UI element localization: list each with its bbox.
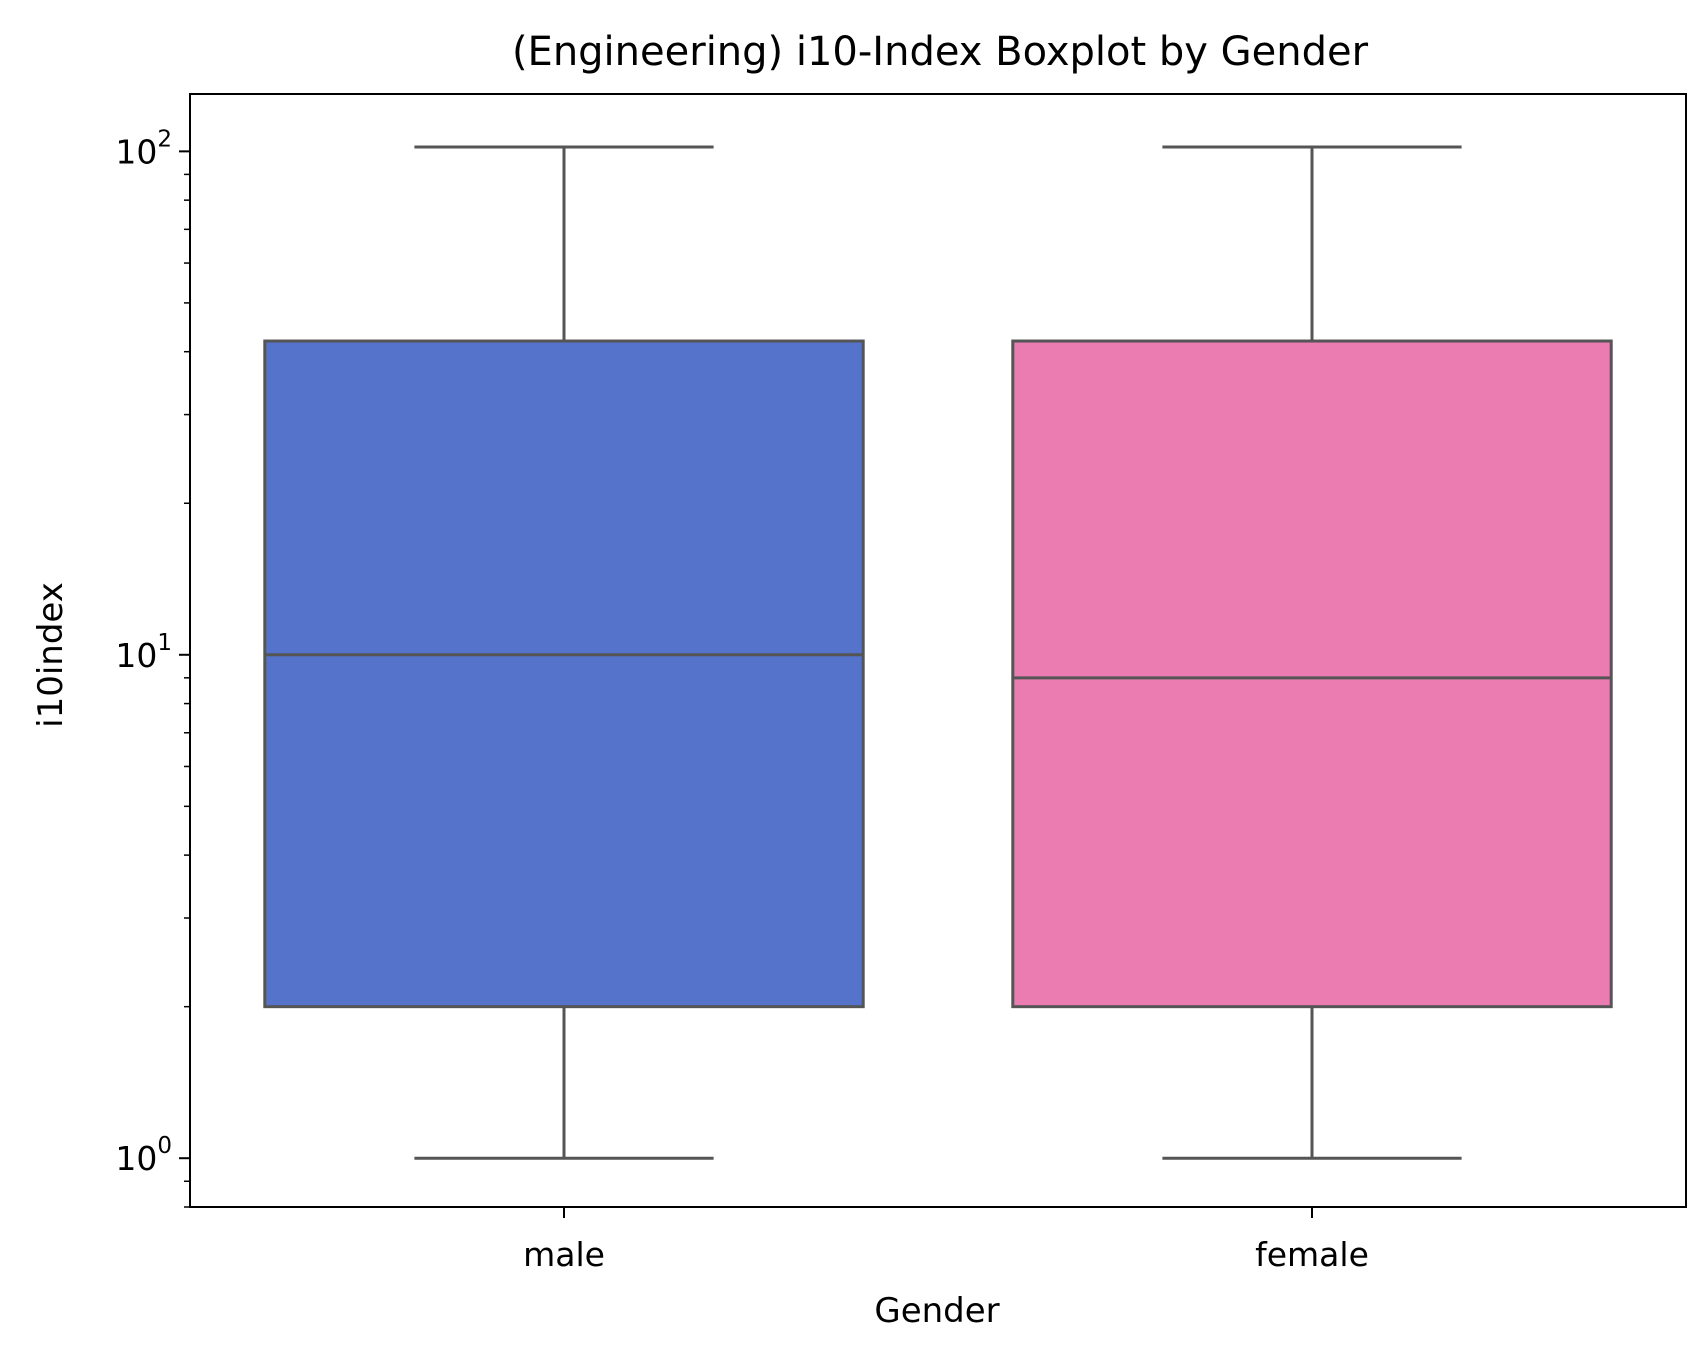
y-axis-label: i10index	[31, 582, 71, 728]
y-tick-label: 100	[115, 1133, 172, 1178]
box-male	[263, 145, 865, 1160]
iqr-box	[1011, 339, 1613, 1009]
y-tick-label: 102	[115, 126, 172, 171]
y-tick-label: 101	[115, 630, 172, 675]
plot-frame	[189, 93, 1687, 1208]
y-axis: 100 101 102	[115, 126, 190, 1208]
chart-title: (Engineering) i10-Index Boxplot by Gende…	[512, 29, 1369, 75]
box-female	[1011, 145, 1613, 1160]
x-axis: male female	[523, 1207, 1369, 1274]
boxes-layer	[263, 145, 1613, 1160]
iqr-box	[263, 339, 865, 1009]
x-tick-label: female	[1255, 1235, 1369, 1274]
x-axis-label: Gender	[874, 1291, 999, 1331]
x-tick-label: male	[523, 1235, 605, 1274]
